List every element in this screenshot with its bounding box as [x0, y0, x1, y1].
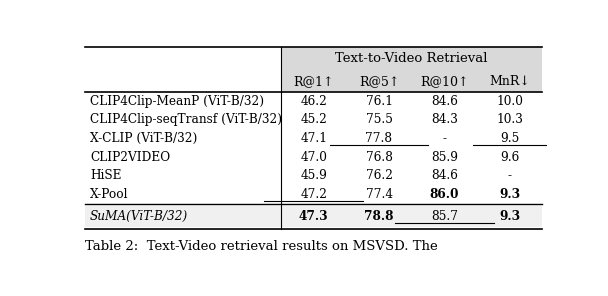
Text: 47.3: 47.3: [299, 210, 328, 223]
Text: 78.8: 78.8: [364, 210, 394, 223]
Text: 84.6: 84.6: [431, 95, 458, 108]
Text: 10.3: 10.3: [496, 113, 523, 126]
Bar: [281, 47, 542, 92]
Text: 76.1: 76.1: [365, 95, 393, 108]
Text: 77.4: 77.4: [365, 188, 393, 201]
Text: 46.2: 46.2: [300, 95, 327, 108]
Text: 76.8: 76.8: [365, 151, 393, 164]
Text: R@10↑: R@10↑: [420, 75, 469, 88]
Text: Text-to-Video Retrieval: Text-to-Video Retrieval: [336, 52, 488, 65]
Text: 45.2: 45.2: [300, 113, 327, 126]
Text: 45.9: 45.9: [300, 169, 327, 182]
Text: X-CLIP (ViT-B/32): X-CLIP (ViT-B/32): [90, 132, 198, 145]
Text: 75.5: 75.5: [365, 113, 393, 126]
Text: X-Pool: X-Pool: [90, 188, 129, 201]
Text: SuMA(ViT-B/32): SuMA(ViT-B/32): [90, 210, 188, 223]
Text: R@1↑: R@1↑: [294, 75, 334, 88]
Text: HiSE: HiSE: [90, 169, 122, 182]
Text: MnR↓: MnR↓: [489, 75, 530, 88]
Text: 9.3: 9.3: [499, 188, 520, 201]
Text: R@5↑: R@5↑: [359, 75, 399, 88]
Text: 84.3: 84.3: [431, 113, 458, 126]
Text: 86.0: 86.0: [430, 188, 459, 201]
Text: 9.3: 9.3: [499, 210, 520, 223]
Text: 85.9: 85.9: [431, 151, 458, 164]
Text: 84.6: 84.6: [431, 169, 458, 182]
Text: Table 2:  Text-Video retrieval results on MSVSD. The: Table 2: Text-Video retrieval results on…: [85, 240, 438, 253]
Text: CLIP4Clip-MeanP (ViT-B/32): CLIP4Clip-MeanP (ViT-B/32): [90, 95, 264, 108]
Text: CLIP4Clip-seqTransf (ViT-B/32): CLIP4Clip-seqTransf (ViT-B/32): [90, 113, 282, 126]
Text: 47.0: 47.0: [300, 151, 327, 164]
Text: -: -: [443, 132, 446, 145]
Text: 47.1: 47.1: [300, 132, 327, 145]
Text: 9.5: 9.5: [500, 132, 519, 145]
Text: 76.2: 76.2: [365, 169, 393, 182]
Text: 77.8: 77.8: [365, 132, 393, 145]
Text: -: -: [508, 169, 512, 182]
Text: 85.7: 85.7: [431, 210, 458, 223]
Text: 9.6: 9.6: [500, 151, 519, 164]
Bar: [85, 206, 542, 227]
Text: CLIP2VIDEO: CLIP2VIDEO: [90, 151, 170, 164]
Text: 47.2: 47.2: [300, 188, 327, 201]
Text: 10.0: 10.0: [496, 95, 523, 108]
